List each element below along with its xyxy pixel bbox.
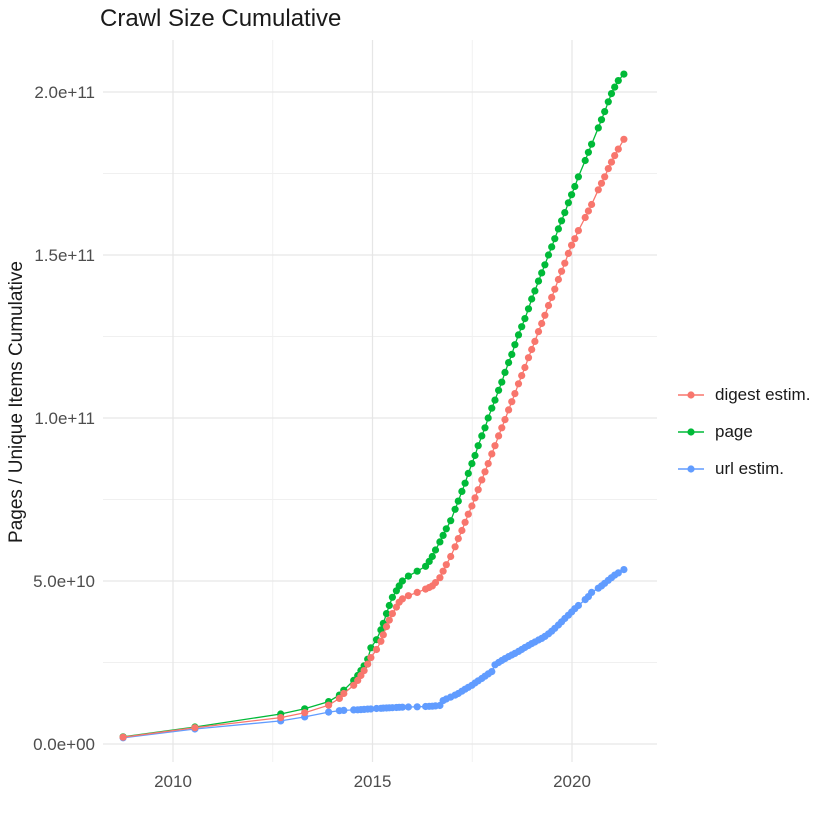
legend-item: digest estim. <box>676 376 810 413</box>
legend-label: page <box>715 421 753 441</box>
gridlines-minor <box>103 40 657 762</box>
legend-label: digest estim. <box>715 384 811 404</box>
series-digest-estim <box>119 135 628 741</box>
data-series <box>119 70 628 742</box>
legend-key-icon <box>678 464 704 473</box>
y-tick-label: 0.0e+00 <box>33 734 95 754</box>
y-tick-label: 5.0e+10 <box>33 571 95 591</box>
x-tick-label: 2015 <box>353 772 392 791</box>
legend-key-icon <box>678 427 704 436</box>
legend-key-icon <box>678 390 704 399</box>
series-url-estim <box>119 566 628 742</box>
chart-title: Crawl Size Cumulative <box>100 5 342 32</box>
legend: digest estim. page url estim. <box>676 376 810 487</box>
x-tick-label: 2010 <box>154 772 192 791</box>
y-tick-label: 2.0e+11 <box>34 82 95 102</box>
legend-label: url estim. <box>715 458 784 478</box>
series-page <box>119 70 628 741</box>
legend-item: url estim. <box>676 450 810 487</box>
y-tick-label: 1.0e+11 <box>34 408 95 428</box>
gridlines-major <box>103 40 657 762</box>
legend-item: page <box>676 413 810 450</box>
x-tick-label: 2020 <box>553 772 591 791</box>
y-tick-label: 1.5e+11 <box>34 245 95 265</box>
